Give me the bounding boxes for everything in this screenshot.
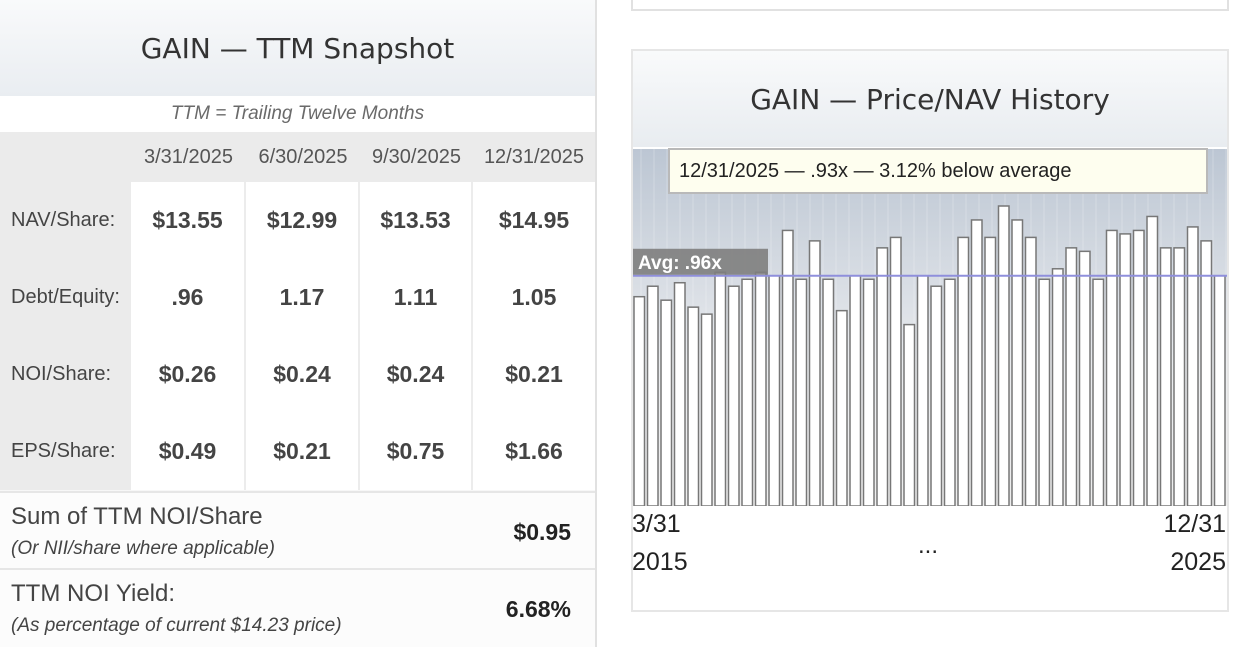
- price-nav-bar: [849, 275, 862, 506]
- average-label-box: [633, 248, 768, 275]
- price-nav-bar: [1159, 247, 1172, 506]
- row-label-noi: NOI/Share:: [0, 336, 131, 413]
- price-nav-bar: [1186, 226, 1199, 506]
- price-nav-bar: [1011, 219, 1024, 506]
- table-cell: $1.66: [473, 413, 595, 490]
- table-corner: [0, 132, 131, 182]
- previous-panel-edge: [631, 0, 1229, 11]
- table-cell: $0.24: [246, 336, 360, 413]
- price-nav-bar: [943, 278, 956, 506]
- table-cell: $12.99: [246, 182, 360, 259]
- price-nav-bar: [1132, 229, 1145, 506]
- price-nav-bar: [1078, 250, 1091, 506]
- price-nav-bar: [1065, 247, 1078, 506]
- price-nav-bar: [741, 278, 754, 506]
- sum-label: Sum of TTM NOI/Share: [11, 503, 263, 530]
- table-cell: .96: [131, 259, 246, 336]
- sum-note: (Or NII/share where applicable): [11, 538, 275, 559]
- table-cell: $0.21: [473, 336, 595, 413]
- price-nav-bar: [822, 278, 835, 506]
- price-nav-bar-chart: Avg: .96x: [633, 149, 1227, 506]
- ttm-noi-yield-row: TTM NOI Yield: (As percentage of current…: [0, 568, 595, 647]
- price-nav-bar: [1038, 278, 1051, 506]
- price-nav-bar: [633, 295, 646, 506]
- price-nav-bar: [970, 219, 983, 506]
- price-nav-bar: [795, 278, 808, 506]
- price-nav-bar: [1173, 247, 1186, 506]
- price-nav-bar: [768, 275, 781, 506]
- row-label-eps: EPS/Share:: [0, 413, 131, 490]
- row-label-nav: NAV/Share:: [0, 182, 131, 259]
- yield-note: (As percentage of current $14.23 price): [11, 615, 342, 636]
- price-nav-bar: [646, 285, 659, 506]
- price-nav-bar: [1092, 278, 1105, 506]
- price-nav-history-panel: GAIN — Price/NAV History Avg: .96x: [631, 49, 1229, 612]
- price-nav-bar: [957, 236, 970, 506]
- x-axis-ellipsis: ...: [918, 532, 939, 559]
- price-nav-bar: [1200, 240, 1213, 506]
- price-nav-bar: [1051, 268, 1064, 506]
- snapshot-title: GAIN — TTM Snapshot: [0, 0, 595, 96]
- history-title: GAIN — Price/NAV History: [633, 51, 1227, 147]
- price-nav-bar: [714, 271, 727, 506]
- price-nav-bar: [808, 240, 821, 506]
- price-nav-bar: [876, 247, 889, 506]
- table-cell: $0.26: [131, 336, 246, 413]
- price-nav-bar: [673, 281, 686, 506]
- price-nav-bar: [984, 236, 997, 506]
- snapshot-subtitle: TTM = Trailing Twelve Months: [0, 96, 595, 132]
- price-nav-bar: [835, 309, 848, 506]
- x-axis-end-year: 2025: [1170, 548, 1226, 576]
- table-cell: $0.49: [131, 413, 246, 490]
- price-nav-bar: [687, 306, 700, 506]
- x-axis-start-year: 2015: [632, 548, 688, 576]
- column-header: 6/30/2025: [246, 132, 360, 182]
- price-nav-bar: [916, 275, 929, 506]
- price-nav-bar: [1024, 236, 1037, 506]
- price-nav-bar: [1105, 229, 1118, 506]
- table-cell: 1.17: [246, 259, 360, 336]
- price-nav-bar: [1146, 215, 1159, 506]
- ttm-noi-sum-row: Sum of TTM NOI/Share (Or NII/share where…: [0, 491, 595, 569]
- price-nav-bar: [781, 229, 794, 506]
- table-cell: $0.21: [246, 413, 360, 490]
- x-axis-end-date: 12/31: [1163, 510, 1226, 538]
- table-cell: $13.53: [360, 182, 473, 259]
- yield-label: TTM NOI Yield:: [11, 580, 176, 607]
- yield-value: 6.68%: [505, 596, 571, 622]
- sum-value: $0.95: [513, 519, 571, 545]
- table-cell: $14.95: [473, 182, 595, 259]
- price-nav-bar: [889, 236, 902, 506]
- x-axis-start-date: 3/31: [632, 510, 681, 538]
- price-nav-bar: [1119, 233, 1132, 506]
- column-header: 12/31/2025: [473, 132, 595, 182]
- price-nav-bar: [700, 313, 713, 506]
- price-nav-bar: [997, 205, 1010, 506]
- price-nav-bar: [754, 271, 767, 506]
- row-label-debt-equity: Debt/Equity:: [0, 259, 131, 336]
- table-cell: $0.24: [360, 336, 473, 413]
- ttm-snapshot-panel: GAIN — TTM Snapshot TTM = Trailing Twelv…: [0, 0, 597, 647]
- price-nav-bar: [1213, 275, 1226, 506]
- price-nav-bar: [660, 299, 673, 506]
- table-cell: 1.11: [360, 259, 473, 336]
- column-header: 3/31/2025: [131, 132, 246, 182]
- column-header: 9/30/2025: [360, 132, 473, 182]
- latest-value-callout: 12/31/2025 — .93x — 3.12% below average: [668, 148, 1208, 194]
- snapshot-table: 3/31/2025 6/30/2025 9/30/2025 12/31/2025…: [0, 132, 595, 490]
- price-nav-bar: [727, 285, 740, 506]
- table-cell: 1.05: [473, 259, 595, 336]
- table-cell: $13.55: [131, 182, 246, 259]
- average-label: Avg: .96x: [638, 253, 722, 274]
- table-cell: $0.75: [360, 413, 473, 490]
- price-nav-bar: [903, 323, 916, 506]
- price-nav-bar: [930, 285, 943, 506]
- price-nav-bar: [862, 278, 875, 506]
